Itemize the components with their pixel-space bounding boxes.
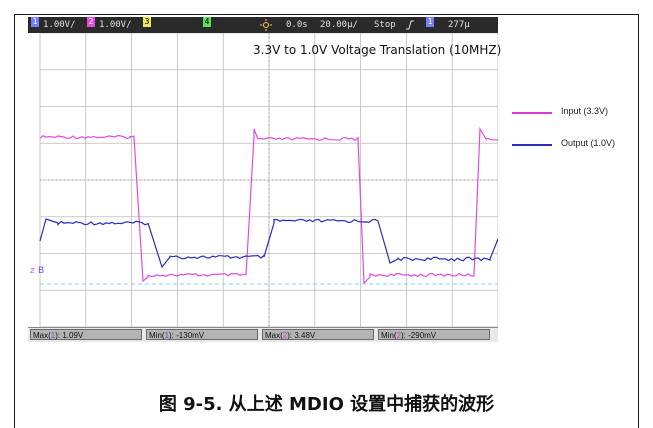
ch1-scale: 1.00V/ [43, 20, 76, 30]
time-scale: 20.00µ/ [320, 20, 358, 30]
legend-swatch-input [512, 112, 552, 114]
measurement-ch2-min[interactable]: Min(2): -290mV [378, 329, 490, 340]
trigger-icon [260, 17, 272, 33]
ch2-scale: 1.00V/ [99, 20, 132, 30]
run-state[interactable]: Stop [374, 20, 396, 30]
time-offset: 0.0s [286, 20, 308, 30]
ch1-number: 1 [31, 17, 39, 27]
input-trace [39, 126, 498, 285]
ch2-number: 2 [87, 17, 95, 27]
ch3-number: 3 [143, 17, 151, 27]
legend-label-output: Output (1.0V) [561, 138, 616, 148]
measurement-ch1-max[interactable]: Max(1): 1.09V [30, 329, 142, 340]
output-trace [39, 218, 498, 269]
ch4-number: 4 [203, 17, 211, 27]
ground-marker: B [38, 266, 44, 276]
scope-grid [39, 33, 498, 327]
measurement-ch2-max[interactable]: Max(2): 3.48V [262, 329, 374, 340]
figure-caption: 图 9-5. 从上述 MDIO 设置中捕获的波形 [158, 394, 495, 415]
oscilloscope-screenshot: 1 1.00V/ 2 1.00V/ 3 4 0.0s 20.00µ/ Stop [28, 17, 502, 347]
measurement-ch1-min[interactable]: Min(1): -130mV [146, 329, 258, 340]
legend-item-output: Output (1.0V) [512, 138, 637, 170]
scope-title: 3.3V to 1.0V Voltage Translation (10MHZ) [253, 43, 502, 57]
ground-arrow-icon: z [30, 266, 35, 276]
legend-swatch-output [512, 144, 552, 146]
legend-label-input: Input (3.3V) [561, 106, 609, 116]
trigger-channel-number: 1 [426, 17, 434, 27]
measurement-bar: Max(1): 1.09V Min(1): -130mV Max(2): 3.4… [28, 327, 498, 342]
waveform-display: B z [30, 33, 498, 327]
legend: Input (3.3V) Output (1.0V) [512, 106, 637, 170]
trigger-level: 277µ [448, 20, 470, 30]
legend-item-input: Input (3.3V) [512, 106, 637, 138]
figure-frame [14, 14, 639, 428]
rising-edge-icon [406, 17, 414, 33]
scope-status-bar: 1 1.00V/ 2 1.00V/ 3 4 0.0s 20.00µ/ Stop [28, 17, 498, 33]
